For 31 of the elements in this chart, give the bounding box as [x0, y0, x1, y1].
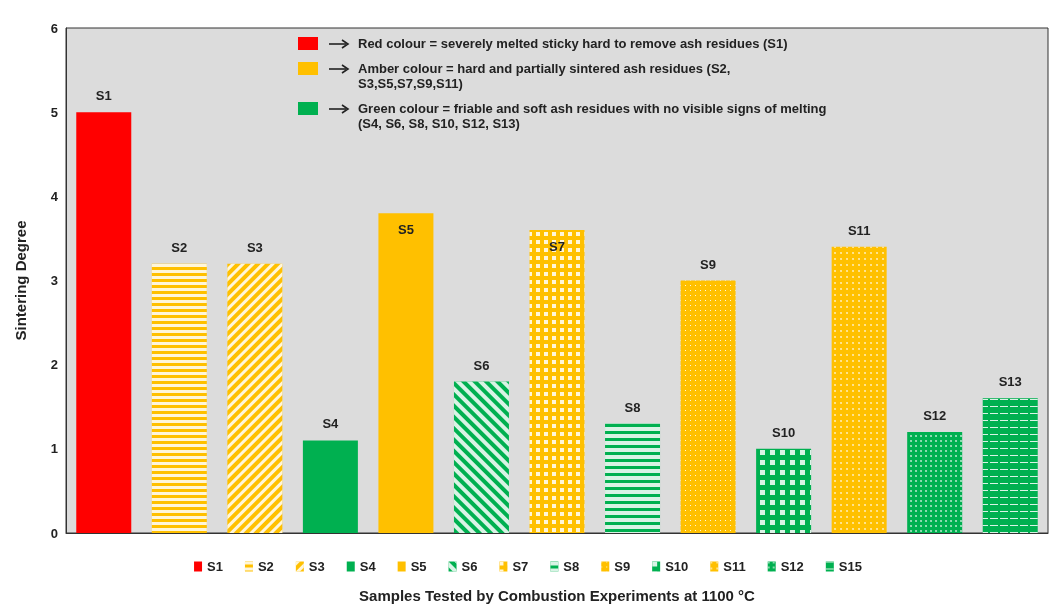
x-tick-label: S12	[923, 408, 947, 423]
legend-label: S11	[723, 559, 746, 574]
y-tick-label: 1	[50, 441, 58, 457]
legend-label: S9	[614, 559, 631, 574]
x-tick-label: S2	[171, 239, 188, 255]
legend-label: S8	[563, 559, 580, 574]
y-tick-label: 0	[50, 525, 58, 541]
annotation: Amber colour = hard and partially sintered ash residues (S2, S3,S5,S7,S9,S11)	[358, 61, 732, 91]
annotation: Red colour = severely melted sticky hard to remove ash residues (S1)	[358, 36, 788, 51]
legend-label: S6	[461, 559, 478, 574]
y-tick-label: 3	[50, 273, 58, 288]
annotation: Green colour = friable and soft ash residues with no visible signs of melting (S4, S6, S8, S10, S12, S13)	[358, 101, 828, 131]
legend-label: S2	[257, 559, 274, 574]
x-tick-label: S13	[998, 374, 1022, 390]
legend-label: S10	[665, 559, 689, 574]
y-axis-title: Sintering Degree	[12, 220, 29, 341]
legend-label: S4	[359, 559, 377, 574]
legend-label: S1	[207, 559, 223, 574]
x-tick-label: S7	[549, 239, 565, 254]
x-tick-label: S4	[322, 416, 340, 432]
y-tick-label: 2	[50, 357, 58, 373]
legend-label: S15	[838, 559, 862, 574]
legend-label: S12	[780, 559, 804, 574]
legend-label: S5	[410, 559, 427, 574]
x-tick-label: S3	[246, 239, 263, 255]
y-tick-label: 6	[50, 20, 58, 36]
x-axis-title: Samples Tested by Combustion Experiments at 1100 °C	[359, 587, 756, 604]
legend-label: S7	[512, 559, 529, 574]
y-tick-label: 4	[50, 188, 59, 204]
legend-label: S3	[308, 559, 325, 574]
y-tick-label: 5	[50, 104, 58, 120]
